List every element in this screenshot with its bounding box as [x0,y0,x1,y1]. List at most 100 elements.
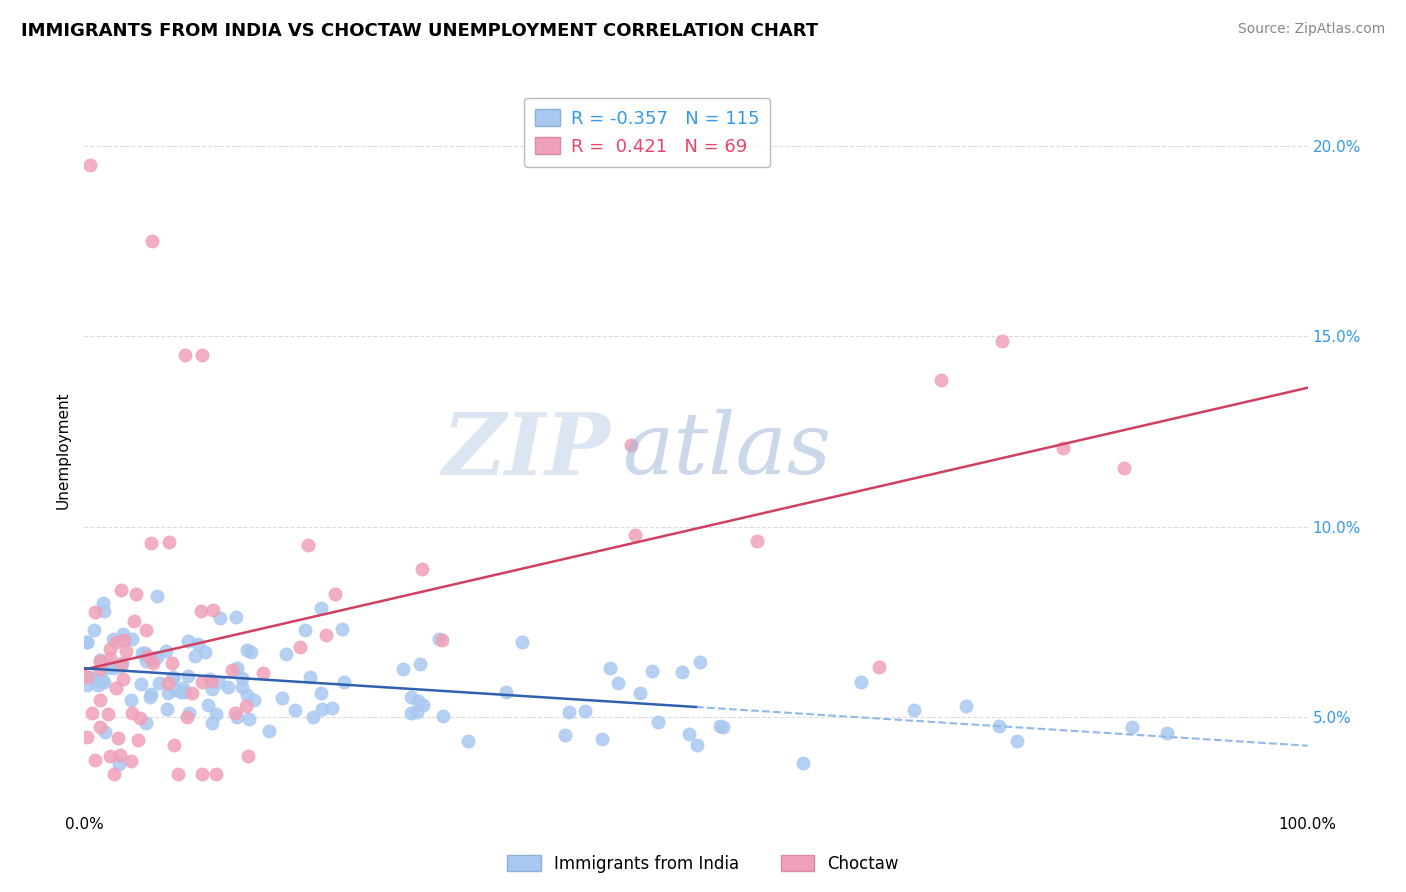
Point [112,673,135,687]
Point [174,685,197,699]
Point [689,655,711,669]
Point [412,698,434,712]
Point [177,634,200,648]
Point [391,662,413,676]
Point [197,698,219,713]
Point [399,706,422,721]
Text: atlas: atlas [623,409,832,491]
Point [1156,725,1178,739]
Point [201,681,224,696]
Point [97,659,120,673]
Point [93,725,115,739]
Point [201,603,224,617]
Point [226,709,249,723]
Point [131,646,153,660]
Point [103,766,125,780]
Point [97,706,120,721]
Point [100,650,122,665]
Text: Source: ZipAtlas.com: Source: ZipAtlas.com [1237,22,1385,37]
Point [236,748,259,763]
Point [84,673,107,687]
Point [409,657,432,672]
Point [713,720,735,734]
Point [157,534,180,549]
Point [76,635,98,649]
Point [79,670,101,684]
Point [139,687,162,701]
Point [172,681,194,695]
Point [190,604,212,618]
Point [238,713,260,727]
Point [155,702,177,716]
Point [554,729,576,743]
Point [108,756,131,771]
Point [129,677,152,691]
Point [851,674,873,689]
Point [76,635,98,649]
Point [205,706,228,721]
Point [955,699,977,714]
Point [401,690,423,704]
Point [201,715,224,730]
Point [1121,720,1143,734]
Point [288,640,311,654]
Point [309,600,332,615]
Point [180,686,202,700]
Point [624,528,647,542]
Point [103,661,125,675]
Point [84,605,107,619]
Point [121,706,143,721]
Point [284,703,307,717]
Point [136,648,159,663]
Point [120,692,142,706]
Point [142,656,165,670]
Point [406,694,429,708]
Point [165,683,187,698]
Point [929,373,952,387]
Point [105,635,128,649]
Point [315,628,337,642]
Point [671,665,693,679]
Point [558,705,581,719]
Point [107,731,129,745]
Point [432,709,454,723]
Point [135,654,157,668]
Point [148,675,170,690]
Point [406,705,429,719]
Point [110,583,132,598]
Point [194,645,217,659]
Point [139,690,162,704]
Point [84,753,107,767]
Point [432,633,454,648]
Point [104,681,127,696]
Point [236,688,259,702]
Point [135,715,157,730]
Point [274,647,297,661]
Point [141,536,163,550]
Point [157,676,180,690]
Point [619,437,641,451]
Point [243,693,266,707]
Point [145,649,167,664]
Point [252,665,274,680]
Point [110,656,132,670]
Point [217,681,239,695]
Point [686,738,709,752]
Point [225,610,247,624]
Point [988,719,1011,733]
Point [177,706,200,721]
Point [231,680,253,694]
Point [709,718,731,732]
Point [91,597,114,611]
Point [574,704,596,718]
Point [302,710,325,724]
Point [628,686,651,700]
Point [121,632,143,646]
Point [330,622,353,636]
Point [200,673,222,687]
Point [599,661,621,675]
Point [93,674,115,689]
Point [323,587,346,601]
Point [231,671,253,685]
Point [98,642,121,657]
